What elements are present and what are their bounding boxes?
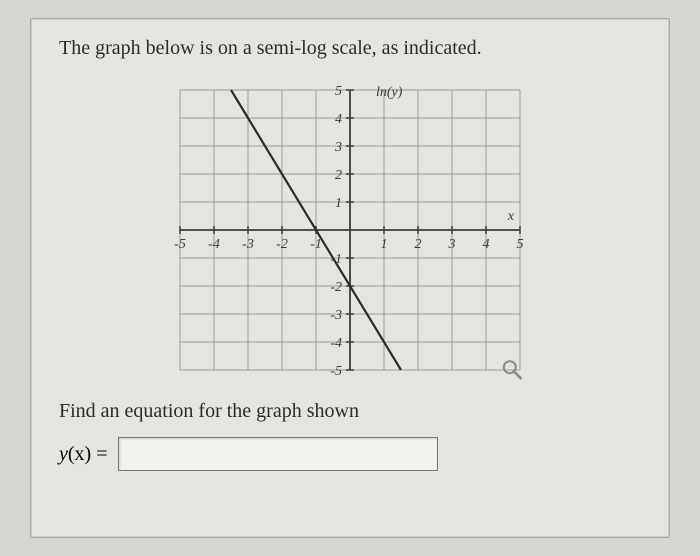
svg-text:-5: -5 bbox=[330, 364, 342, 379]
svg-text:-5: -5 bbox=[174, 237, 186, 252]
svg-text:4: 4 bbox=[483, 237, 490, 252]
svg-text:2: 2 bbox=[415, 237, 422, 252]
answer-row: y(x) = bbox=[59, 437, 641, 471]
svg-text:-3: -3 bbox=[242, 237, 254, 252]
prompt-text: Find an equation for the graph shown bbox=[59, 400, 641, 423]
svg-text:-4: -4 bbox=[208, 237, 220, 252]
svg-text:5: 5 bbox=[335, 84, 342, 99]
graph-container: -5-4-3-2-112345-5-4-3-2-112345xln(y) bbox=[59, 70, 641, 390]
svg-text:5: 5 bbox=[517, 237, 524, 252]
answer-input[interactable] bbox=[118, 437, 438, 471]
answer-label: y(x) = bbox=[59, 443, 108, 466]
svg-text:4: 4 bbox=[335, 112, 342, 127]
svg-text:-2: -2 bbox=[330, 280, 342, 295]
answer-label-x: (x) bbox=[68, 443, 91, 465]
svg-text:3: 3 bbox=[448, 237, 456, 252]
svg-text:2: 2 bbox=[335, 168, 342, 183]
svg-text:-4: -4 bbox=[330, 336, 342, 351]
svg-text:-2: -2 bbox=[276, 237, 288, 252]
svg-text:1: 1 bbox=[381, 237, 388, 252]
svg-text:-1: -1 bbox=[310, 237, 322, 252]
svg-text:3: 3 bbox=[334, 140, 342, 155]
answer-label-y: y bbox=[59, 443, 68, 465]
title-text: The graph below is on a semi-log scale, … bbox=[59, 37, 641, 60]
answer-label-eq: = bbox=[91, 443, 107, 465]
svg-text:1: 1 bbox=[335, 196, 342, 211]
svg-text:-3: -3 bbox=[330, 308, 342, 323]
svg-text:x: x bbox=[507, 209, 515, 224]
problem-sheet: The graph below is on a semi-log scale, … bbox=[30, 18, 670, 538]
svg-text:ln(y): ln(y) bbox=[376, 85, 403, 100]
semilog-graph: -5-4-3-2-112345-5-4-3-2-112345xln(y) bbox=[160, 70, 540, 390]
